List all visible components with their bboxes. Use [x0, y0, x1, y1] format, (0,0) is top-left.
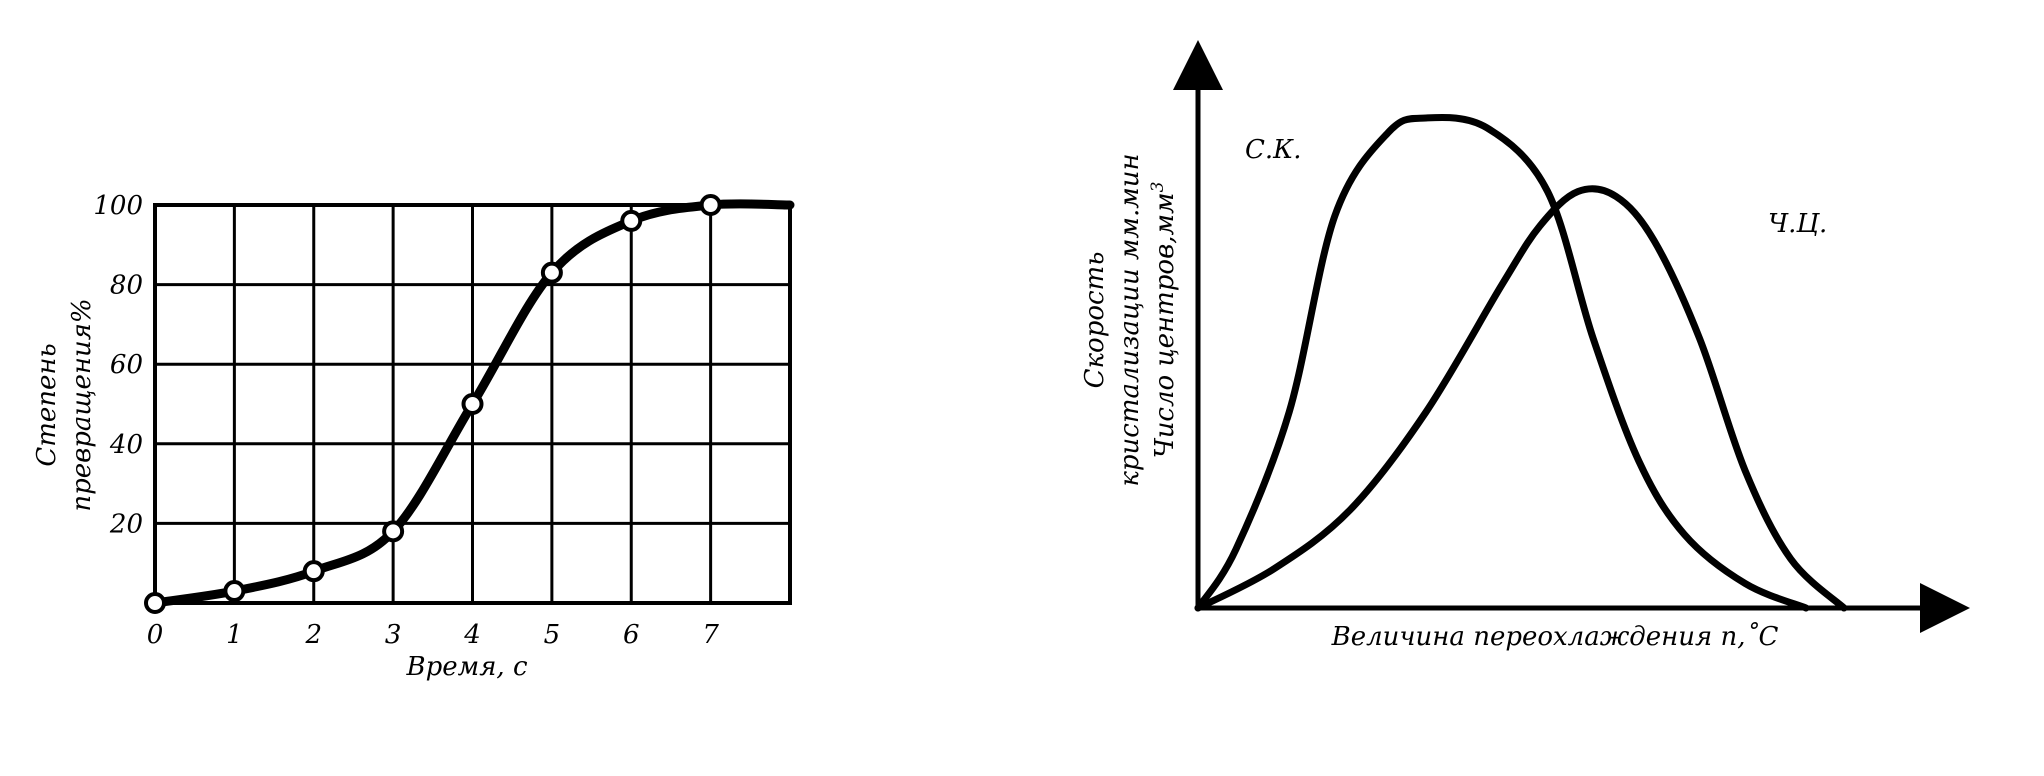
chart1-x-ticks: 0 1 2 3 4 5 6 7 — [147, 620, 720, 650]
chart1-data-point — [144, 592, 166, 614]
chart1-data-point — [223, 580, 246, 603]
chart1-x-tick-label: 2 — [304, 620, 322, 650]
chart1-x-axis-label: Время, с — [406, 652, 528, 682]
chart1-data-point — [302, 560, 325, 583]
chart2-y-axis-label-line2: кристализации мм.мин — [1115, 153, 1145, 486]
chart1-x-tick-label: 6 — [623, 620, 640, 650]
chart1-data-point — [540, 261, 563, 284]
chart1-x-tick-label: 4 — [463, 620, 481, 650]
chart1-y-ticks: 20 40 60 80 100 — [93, 191, 143, 539]
chart1-grid — [155, 205, 790, 603]
chart2-line-chc — [1194, 185, 1848, 612]
chart2-series-label-sk: С.К. — [1245, 135, 1302, 165]
chart2-y-axis-label-superscript: 3 — [1148, 182, 1168, 193]
chart1-x-tick-label: 0 — [147, 620, 164, 650]
chart2-y-axis-label-line3: Число центров,мм3 — [1148, 182, 1180, 459]
chart1-y-tick-label: 60 — [110, 350, 143, 380]
chart1-x-tick-label: 3 — [385, 620, 402, 650]
chart1-y-axis-label-line1: Степень — [32, 343, 62, 466]
chart2-y-axis-label-line1: Скорость — [1080, 252, 1110, 389]
chart1-points — [144, 194, 722, 614]
chart1-x-tick-label: 1 — [226, 620, 243, 650]
chart2-x-axis-label: Величина переохлаждения n,˚С — [1331, 622, 1779, 652]
chart1-y-axis-label-line2: превращения% — [67, 298, 97, 511]
chart1-data-point — [382, 520, 405, 543]
chart1-data-point — [620, 209, 643, 232]
chart2-y-axis-label-line3-text: Число центров,мм — [1150, 192, 1180, 458]
chart1-y-tick-label: 100 — [93, 191, 143, 221]
chart1-frame — [153, 203, 792, 605]
crystallization-chart: С.К. Ч.Ц. Величина переохлаждения n,˚С С… — [1080, 40, 1970, 652]
chart1-data-point — [461, 393, 484, 415]
chart1-y-tick-label: 20 — [109, 509, 143, 539]
chart1-x-tick-label: 7 — [702, 620, 719, 650]
chart2-series-label-chc: Ч.Ц. — [1768, 209, 1827, 239]
chart1-y-tick-label: 80 — [110, 271, 143, 301]
transformation-chart: 20 40 60 80 100 0 1 2 3 4 5 6 7 Время, с Степень пр… — [32, 191, 795, 682]
chart1-data-point — [699, 194, 722, 216]
chart1-x-tick-label: 5 — [544, 620, 561, 650]
chart1-y-tick-label: 40 — [109, 430, 143, 460]
chart2-line-sk — [1194, 113, 1810, 612]
